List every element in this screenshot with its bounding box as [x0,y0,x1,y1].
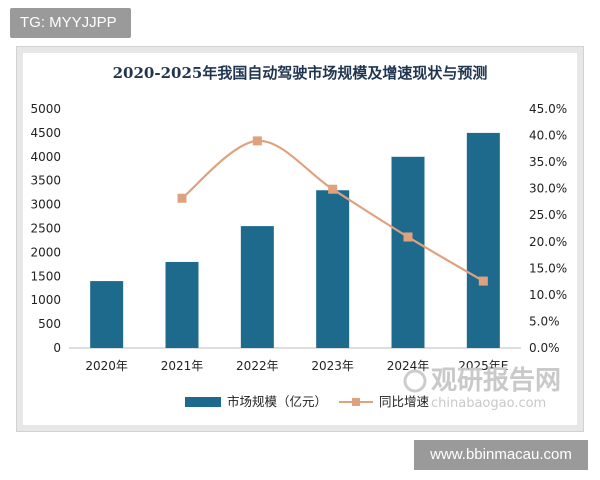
y-left-tick-label: 2500 [30,222,61,236]
tg-badge: TG: MYYJJPP [10,8,131,38]
y-left-tick-label: 4500 [30,126,61,140]
y-left-tick-label: 5000 [30,102,61,116]
growth-point [177,193,187,203]
y-right-tick-label: 35.0% [529,155,567,169]
x-tick-label: 2022年 [236,359,279,373]
y-right-tick-label: 15.0% [529,261,567,275]
legend-line-marker [352,398,360,406]
bar [316,190,350,348]
y-left-tick-label: 0 [53,341,61,355]
legend-line-label: 同比增速 [379,394,430,409]
plot-area: 0 500 1000 1500 2000 2500 3000 3500 4000 4500 5000… [30,102,567,373]
y-right-tick-label: 45.0% [529,102,567,116]
watermark: 观研报告网 chinabaogao.com [403,365,561,411]
y-right-tick-label: 5.0% [529,314,560,328]
y-right-tick-label: 0.0% [529,341,560,355]
x-tick-label: 2025年E [458,359,508,373]
growth-point [252,136,262,146]
y-left-tick-label: 2000 [30,245,61,259]
watermark-domain: chinabaogao.com [431,396,546,411]
legend: 市场规模（亿元） 同比增速 [185,394,430,409]
x-tick-label: 2024年 [387,359,430,373]
y-right-tick-label: 25.0% [529,208,567,222]
bar [391,156,425,348]
bar [90,281,124,348]
y-left-tick-label: 4000 [30,150,61,164]
watermark-brand: 观研报告网 [431,365,561,396]
y-left-tick-label: 500 [38,317,61,331]
x-tick-label: 2021年 [161,359,204,373]
y-right-tick-label: 10.0% [529,288,567,302]
growth-point [403,232,413,242]
growth-point [478,276,488,286]
chart: 2020-2025年我国自动驾驶市场规模及增速现状与预测 0 500 1000 150… [23,53,577,425]
x-tick-label: 2023年 [311,359,354,373]
watermark-logo-icon [403,369,427,393]
y-left-tick-label: 1500 [30,269,61,283]
y-right-tick-label: 30.0% [529,182,567,196]
y-left-tick-label: 1000 [30,293,61,307]
legend-bar-swatch [185,397,221,407]
bar [165,261,199,348]
y-left-tick-label: 3000 [30,198,61,212]
chart-title: 2020-2025年我国自动驾驶市场规模及增速现状与预测 [113,64,488,82]
y-left-tick-label: 3500 [30,174,61,188]
chart-frame: 2020-2025年我国自动驾驶市场规模及增速现状与预测 0 500 1000 150… [16,46,584,432]
growth-point [328,184,338,194]
site-url: www.bbinmacau.com [414,440,588,470]
y-right-tick-label: 40.0% [529,129,567,143]
bar [240,226,274,348]
y-right-tick-label: 20.0% [529,235,567,249]
bar [466,132,500,348]
x-tick-label: 2020年 [85,359,128,373]
legend-bar-label: 市场规模（亿元） [227,394,327,409]
